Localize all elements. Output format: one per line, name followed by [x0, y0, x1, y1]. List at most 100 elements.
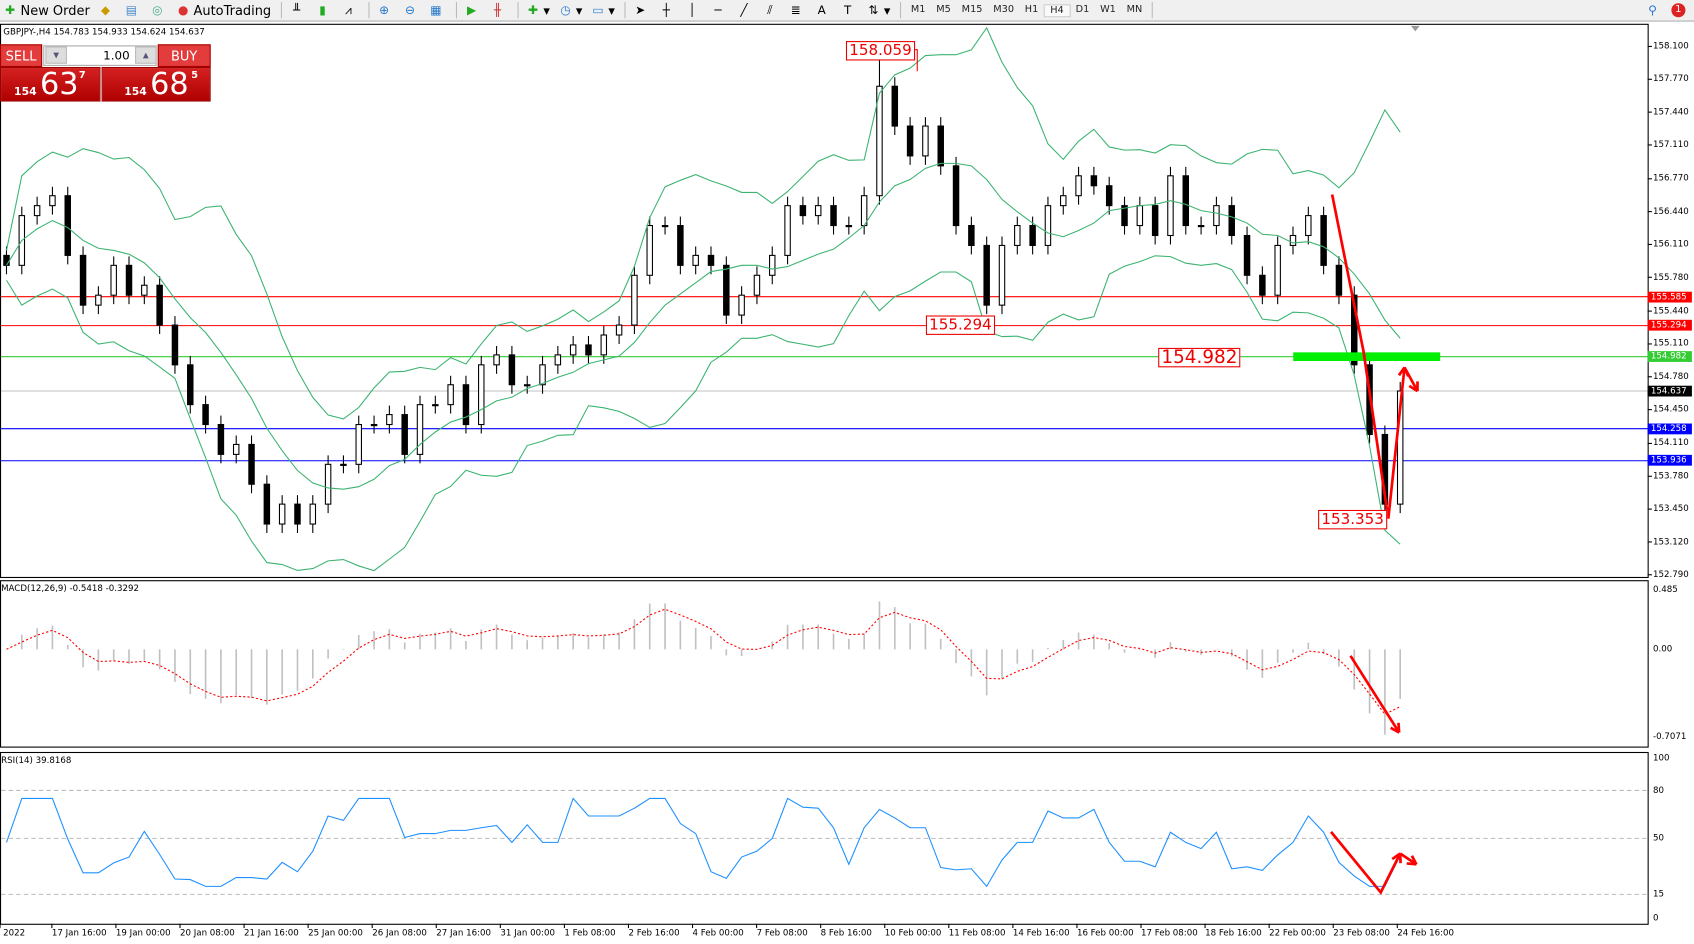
tile-icon: ▦	[430, 3, 442, 18]
candle-body	[232, 443, 240, 455]
autotrading-button[interactable]: ● AutoTrading	[173, 1, 274, 19]
text-button[interactable]: A	[811, 1, 835, 19]
candle-body	[493, 354, 500, 366]
fibonacci-button[interactable]: ≣	[786, 1, 810, 19]
candle-body	[1029, 225, 1036, 246]
candlestick-icon: ▮	[319, 3, 326, 18]
line-chart-button[interactable]: ⩘	[338, 1, 362, 19]
candle-body	[1351, 294, 1358, 366]
timeframe-m30[interactable]: M30	[993, 3, 1015, 15]
candle-body	[1182, 175, 1190, 227]
chart-shift-marker	[1411, 25, 1420, 32]
candlestick-button[interactable]: ▮	[312, 1, 336, 19]
candle-body	[1259, 274, 1266, 296]
price-axis-label: 158.100	[1653, 41, 1689, 51]
cursor-button[interactable]: ➤	[630, 1, 654, 19]
buy-price-pip: 5	[191, 70, 199, 82]
timeframe-m5[interactable]: M5	[936, 3, 951, 15]
support-zone-marker	[1293, 352, 1441, 362]
timeframe-h4[interactable]: H4	[1043, 3, 1071, 17]
timeframe-m1[interactable]: M1	[910, 3, 926, 15]
buy-button[interactable]: BUY	[157, 44, 211, 67]
horizontal-line-button[interactable]: ─	[708, 1, 732, 19]
candle-body	[49, 195, 56, 207]
price-axis-label: 157.440	[1653, 106, 1689, 117]
candle-body	[171, 324, 179, 366]
candle-body	[141, 284, 148, 296]
candle-body	[416, 404, 424, 455]
crosshair-button[interactable]: ┼	[656, 1, 680, 19]
price-axis-label: 156.770	[1653, 173, 1689, 184]
price-annotation: 158.059	[845, 41, 915, 61]
sell-price-pip: 7	[78, 70, 86, 82]
zoom-out-button[interactable]: ⊖	[400, 1, 424, 19]
time-axis-label: Jan 2022	[0, 928, 26, 938]
text-label-button[interactable]: T	[837, 1, 861, 19]
chart-shift-icon: ╫	[493, 3, 502, 18]
templates-button[interactable]: ▭ ▾	[592, 2, 615, 18]
trendline-button[interactable]: ╱	[734, 1, 758, 19]
price-axis-label: 153.450	[1653, 503, 1689, 514]
buy-price[interactable]: 154 68 5	[101, 65, 211, 102]
candle-body	[738, 294, 745, 316]
candle-body	[753, 274, 761, 296]
new-order-button[interactable]: ✚ New Order	[0, 1, 93, 19]
sell-price-big: 63	[39, 65, 79, 102]
chart-shift-button[interactable]: ╫	[487, 1, 511, 19]
buy-price-big: 68	[150, 65, 189, 102]
autoscroll-button[interactable]: ▶	[461, 1, 485, 19]
indicators-button[interactable]: ✚ ▾	[523, 1, 553, 19]
candle-body	[462, 384, 470, 426]
strategy-tester-button[interactable]: ▤	[121, 1, 145, 19]
candle-body	[998, 244, 1006, 306]
periods-button[interactable]: ◷ ▾	[560, 2, 583, 18]
channel-button[interactable]: ⫽	[760, 1, 784, 19]
candle-body	[569, 344, 577, 356]
search-button[interactable]: ⚲	[1642, 1, 1666, 19]
candle-body	[64, 195, 71, 256]
tile-windows-button[interactable]: ▦	[426, 1, 450, 19]
candle-body	[95, 294, 102, 306]
lots-input[interactable]: 1.00	[43, 45, 157, 66]
timeframe-d1[interactable]: D1	[1075, 3, 1090, 15]
time-axis-label: 31 Jan 00:00	[500, 928, 556, 938]
sell-price[interactable]: 154 63 7	[0, 65, 101, 102]
divider	[368, 2, 370, 19]
cursor-icon: ➤	[635, 3, 646, 18]
candle-body	[294, 503, 301, 525]
candle-body	[125, 264, 133, 296]
candle-body	[278, 503, 286, 525]
timeframe-m15[interactable]: M15	[961, 3, 983, 15]
bar-chart-button[interactable]: ╨	[286, 1, 310, 19]
notifications-button[interactable]: 1	[1668, 1, 1692, 19]
metaeditor-button[interactable]: ◆	[95, 1, 119, 19]
signals-button[interactable]: ◎	[147, 1, 171, 19]
lots-increase-button[interactable]: ▲	[135, 46, 157, 64]
zoom-in-button[interactable]: ⊕	[374, 1, 398, 19]
timeframe-h1[interactable]: H1	[1024, 3, 1039, 15]
sell-button[interactable]: SELL	[0, 44, 43, 67]
candle-body	[1320, 215, 1327, 266]
candle-body	[677, 225, 684, 266]
price-line-tag: 153.936	[1647, 455, 1692, 467]
candle-body	[1121, 205, 1128, 227]
lots-decrease-button[interactable]: ▼	[45, 46, 67, 64]
candle-body	[784, 205, 791, 256]
candle-body	[1151, 205, 1159, 237]
arrows-button[interactable]: ⇅ ▾	[863, 1, 893, 19]
candle-body	[1060, 195, 1067, 207]
candle-body	[1090, 175, 1098, 187]
candle-body	[1167, 175, 1174, 237]
time-axis-label: 4 Feb 00:00	[692, 928, 744, 938]
price-axis-label: 156.110	[1653, 239, 1689, 249]
time-axis-label: 2 Feb 16:00	[628, 928, 680, 938]
timeframe-mn[interactable]: MN	[1126, 3, 1143, 15]
indicators-icon: ✚	[528, 3, 539, 18]
rsi-line	[5, 797, 1401, 888]
timeframe-w1[interactable]: W1	[1100, 3, 1116, 15]
candle-body	[814, 205, 822, 217]
candle-body	[401, 414, 408, 455]
candle-body	[508, 354, 516, 386]
vertical-line-button[interactable]: │	[682, 1, 706, 19]
